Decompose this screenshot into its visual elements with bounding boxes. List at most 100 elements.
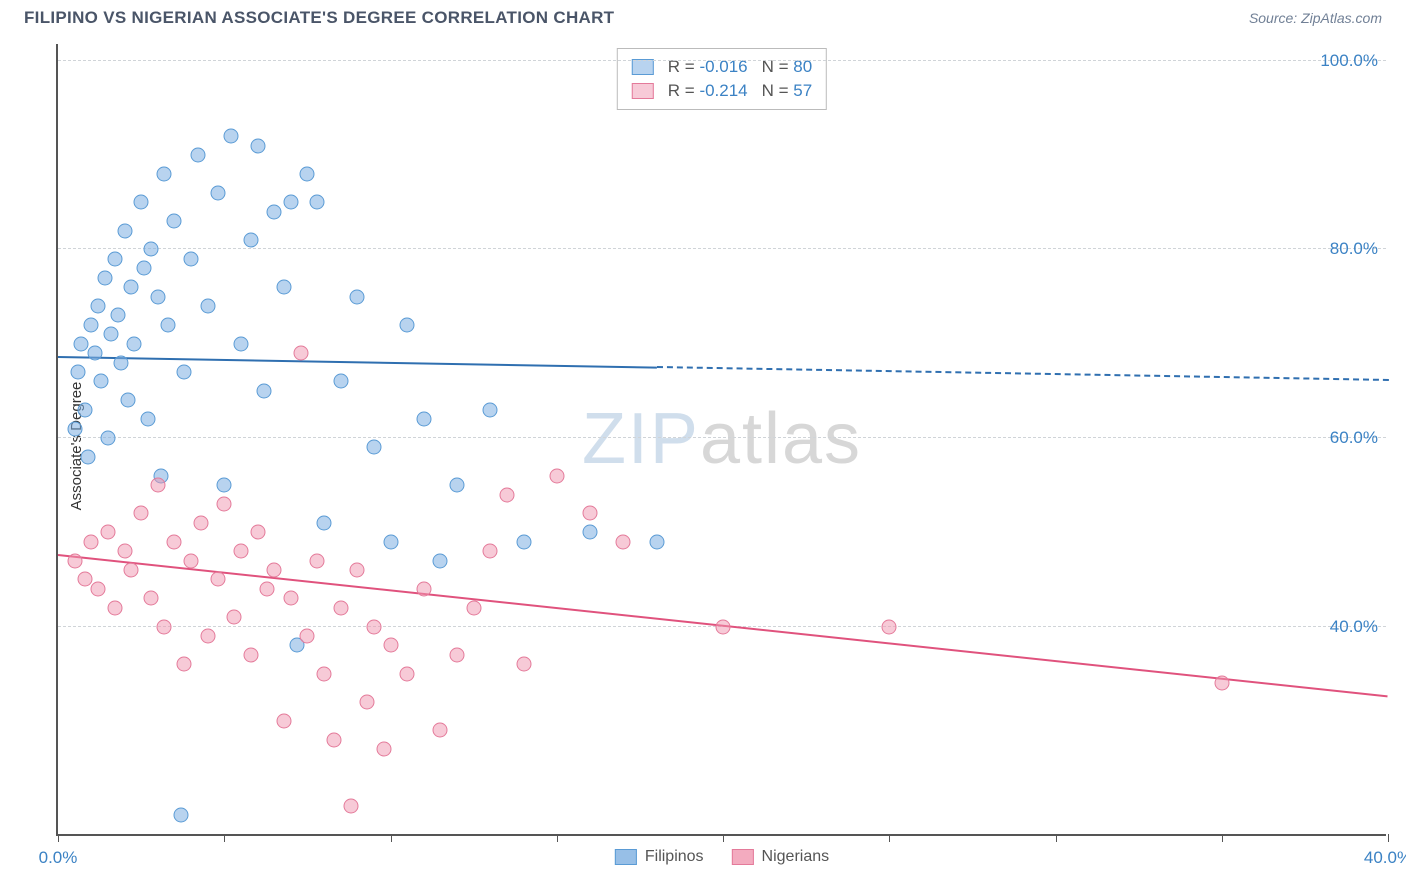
chart-title: FILIPINO VS NIGERIAN ASSOCIATE'S DEGREE … xyxy=(24,8,614,28)
y-tick-label: 80.0% xyxy=(1330,239,1378,259)
data-point-filipinos xyxy=(177,365,192,380)
chart-header: FILIPINO VS NIGERIAN ASSOCIATE'S DEGREE … xyxy=(0,0,1406,32)
source-attribution: Source: ZipAtlas.com xyxy=(1249,10,1382,26)
swatch-filipinos xyxy=(632,59,654,75)
data-point-nigerians xyxy=(466,600,481,615)
data-point-nigerians xyxy=(450,647,465,662)
data-point-filipinos xyxy=(416,412,431,427)
data-point-nigerians xyxy=(210,572,225,587)
gridline xyxy=(58,437,1386,438)
data-point-filipinos xyxy=(243,233,258,248)
watermark: ZIPatlas xyxy=(582,398,862,480)
data-point-nigerians xyxy=(483,544,498,559)
data-point-nigerians xyxy=(100,525,115,540)
x-tick xyxy=(1388,834,1389,842)
data-point-filipinos xyxy=(94,374,109,389)
data-point-filipinos xyxy=(350,289,365,304)
y-tick-label: 100.0% xyxy=(1320,51,1378,71)
data-point-filipinos xyxy=(124,280,139,295)
data-point-filipinos xyxy=(283,195,298,210)
data-point-nigerians xyxy=(184,553,199,568)
legend-item-nigerians: Nigerians xyxy=(732,848,830,866)
x-tick xyxy=(723,834,724,842)
data-point-nigerians xyxy=(150,478,165,493)
data-point-nigerians xyxy=(360,695,375,710)
data-point-filipinos xyxy=(70,365,85,380)
data-point-nigerians xyxy=(326,732,341,747)
data-point-filipinos xyxy=(87,346,102,361)
data-point-nigerians xyxy=(260,581,275,596)
data-point-nigerians xyxy=(267,563,282,578)
data-point-filipinos xyxy=(144,242,159,257)
data-point-nigerians xyxy=(144,591,159,606)
data-point-filipinos xyxy=(90,299,105,314)
data-point-nigerians xyxy=(293,346,308,361)
data-point-nigerians xyxy=(366,619,381,634)
data-point-nigerians xyxy=(167,534,182,549)
data-point-nigerians xyxy=(117,544,132,559)
series-legend: Filipinos Nigerians xyxy=(615,848,829,866)
data-point-nigerians xyxy=(200,629,215,644)
data-point-filipinos xyxy=(300,167,315,182)
data-point-filipinos xyxy=(450,478,465,493)
x-tick xyxy=(58,834,59,842)
trend-line xyxy=(656,366,1388,381)
y-tick-label: 60.0% xyxy=(1330,428,1378,448)
data-point-nigerians xyxy=(84,534,99,549)
data-point-nigerians xyxy=(310,553,325,568)
data-point-filipinos xyxy=(150,289,165,304)
trend-line xyxy=(58,356,657,369)
x-tick-label: 0.0% xyxy=(39,848,78,868)
data-point-filipinos xyxy=(433,553,448,568)
data-point-filipinos xyxy=(200,299,215,314)
data-point-nigerians xyxy=(616,534,631,549)
data-point-nigerians xyxy=(134,506,149,521)
data-point-filipinos xyxy=(100,431,115,446)
data-point-nigerians xyxy=(124,563,139,578)
data-point-nigerians xyxy=(499,487,514,502)
gridline xyxy=(58,248,1386,249)
data-point-nigerians xyxy=(333,600,348,615)
data-point-filipinos xyxy=(127,336,142,351)
data-point-filipinos xyxy=(483,402,498,417)
data-point-nigerians xyxy=(233,544,248,559)
data-point-nigerians xyxy=(243,647,258,662)
data-point-nigerians xyxy=(400,666,415,681)
data-point-filipinos xyxy=(400,317,415,332)
data-point-filipinos xyxy=(233,336,248,351)
data-point-nigerians xyxy=(549,468,564,483)
data-point-filipinos xyxy=(583,525,598,540)
data-point-nigerians xyxy=(277,713,292,728)
data-point-nigerians xyxy=(157,619,172,634)
stats-row-nigerians: R = -0.214 N = 57 xyxy=(632,79,812,103)
data-point-nigerians xyxy=(283,591,298,606)
data-point-nigerians xyxy=(343,798,358,813)
data-point-filipinos xyxy=(383,534,398,549)
data-point-nigerians xyxy=(317,666,332,681)
data-point-nigerians xyxy=(250,525,265,540)
data-point-filipinos xyxy=(117,223,132,238)
data-point-filipinos xyxy=(134,195,149,210)
legend-item-filipinos: Filipinos xyxy=(615,848,704,866)
data-point-filipinos xyxy=(120,393,135,408)
data-point-nigerians xyxy=(882,619,897,634)
gridline xyxy=(58,60,1386,61)
data-point-nigerians xyxy=(583,506,598,521)
data-point-filipinos xyxy=(516,534,531,549)
data-point-filipinos xyxy=(174,808,189,823)
swatch-nigerians-icon xyxy=(732,849,754,865)
y-tick-label: 40.0% xyxy=(1330,617,1378,637)
data-point-filipinos xyxy=(267,204,282,219)
data-point-nigerians xyxy=(177,657,192,672)
data-point-nigerians xyxy=(516,657,531,672)
data-point-filipinos xyxy=(74,336,89,351)
data-point-filipinos xyxy=(217,478,232,493)
x-tick xyxy=(889,834,890,842)
data-point-filipinos xyxy=(157,167,172,182)
data-point-filipinos xyxy=(210,185,225,200)
data-point-filipinos xyxy=(184,251,199,266)
data-point-filipinos xyxy=(277,280,292,295)
data-point-filipinos xyxy=(110,308,125,323)
data-point-filipinos xyxy=(160,317,175,332)
x-tick xyxy=(557,834,558,842)
